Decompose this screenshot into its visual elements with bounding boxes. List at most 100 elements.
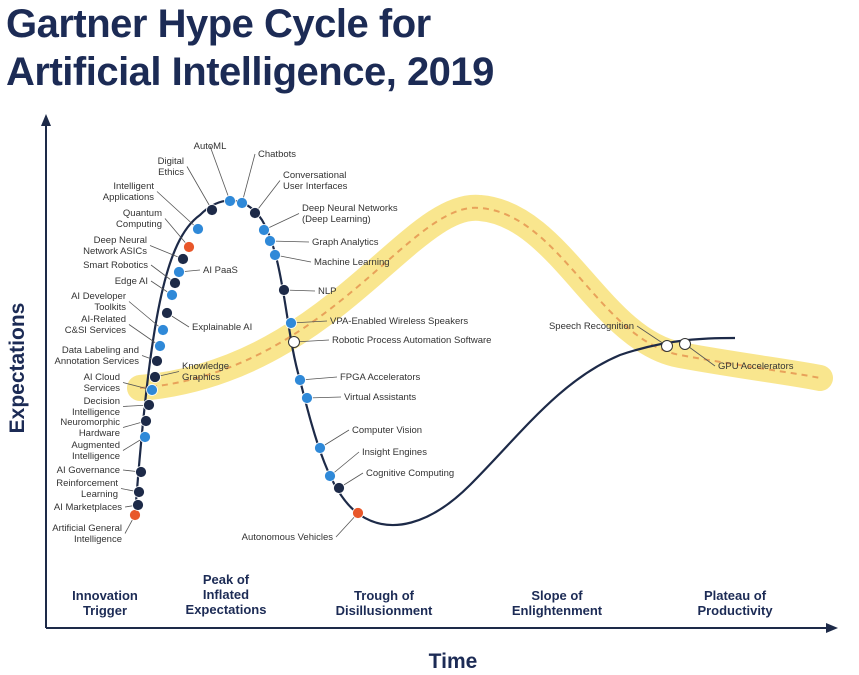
marker-computer-vision xyxy=(314,442,326,454)
label-data-labeling-and-annotation-services: Data Labeling and Annotation Services xyxy=(55,345,140,367)
leader-machine-learning xyxy=(274,254,312,263)
label-graph-analytics: Graph Analytics xyxy=(312,237,379,248)
marker-ai-governance xyxy=(135,466,147,478)
label-ai-related-c-si-services: AI-Related C&SI Services xyxy=(65,314,126,336)
label-computer-vision: Computer Vision xyxy=(352,425,422,436)
label-artificial-general-intelligence: Artificial General Intelligence xyxy=(52,523,122,545)
marker-neuromorphic-hardware xyxy=(140,415,152,427)
label-fpga-accelerators: FPGA Accelerators xyxy=(340,372,421,383)
marker-reinforcement-learning xyxy=(133,486,145,498)
leader-ai-developer-toolkits xyxy=(128,301,164,331)
marker-quantum-computing xyxy=(183,241,195,253)
phase-slope: Slope of Enlightenment xyxy=(512,588,603,618)
marker-ai-related-c-si-services xyxy=(154,340,166,352)
label-autonomous-vehicles: Autonomous Vehicles xyxy=(242,532,334,543)
marker-gpu-accelerators xyxy=(679,338,691,350)
title-line-2: Artificial Intelligence, 2019 xyxy=(6,50,494,94)
label-augmented-intelligence: Augmented Intelligence xyxy=(71,440,120,462)
marker-deep-neural-networks-deep-learning xyxy=(258,224,270,236)
marker-robotic-process-automation-software xyxy=(288,336,300,348)
marker-knowledge-graphics xyxy=(149,371,161,383)
label-quantum-computing: Quantum Computing xyxy=(116,208,162,230)
marker-data-labeling-and-annotation-services xyxy=(151,355,163,367)
marker-edge-ai xyxy=(166,289,178,301)
technology-markers xyxy=(129,195,691,521)
label-automl: AutoML xyxy=(194,141,227,152)
leader-intelligent-applications xyxy=(156,191,199,230)
marker-cognitive-computing xyxy=(333,482,345,494)
marker-smart-robotics xyxy=(169,277,181,289)
leader-deep-neural-networks-deep-learning xyxy=(263,213,300,231)
marker-virtual-assistants xyxy=(301,392,313,404)
leader-insight-engines xyxy=(329,451,360,477)
phase-labels: Innovation Trigger Peak of Inflated Expectat… xyxy=(72,572,773,618)
y-axis-title: Expectations xyxy=(6,303,29,434)
x-axis-arrow xyxy=(826,623,838,633)
label-deep-neural-network-asics: Deep Neural Network ASICs xyxy=(83,235,147,257)
leader-digital-ethics xyxy=(186,166,213,211)
phase-peak: Peak of Inflated Expectations xyxy=(186,572,267,617)
marker-conversational-user-interfaces xyxy=(249,207,261,219)
leader-gpu-accelerators xyxy=(684,343,716,367)
leader-vpa-enabled-wireless-speakers xyxy=(290,320,328,324)
phase-trough: Trough of Disillusionment xyxy=(336,588,433,618)
label-knowledge-graphics: Knowledge Graphics xyxy=(182,361,229,383)
label-explainable-ai: Explainable AI xyxy=(192,322,252,333)
label-ai-marketplaces: AI Marketplaces xyxy=(54,502,122,513)
label-digital-ethics: Digital Ethics xyxy=(158,156,185,178)
label-insight-engines: Insight Engines xyxy=(362,447,427,458)
leader-quantum-computing xyxy=(164,218,190,248)
marker-speech-recognition xyxy=(661,340,673,352)
marker-graph-analytics xyxy=(264,235,276,247)
marker-decision-intelligence xyxy=(143,399,155,411)
label-nlp: NLP xyxy=(318,286,336,297)
label-vpa-enabled-wireless-speakers: VPA-Enabled Wireless Speakers xyxy=(330,316,468,327)
leader-chatbots xyxy=(241,153,256,204)
leader-graph-analytics xyxy=(269,240,310,243)
label-conversational-user-interfaces: Conversational User Interfaces xyxy=(283,170,348,192)
label-chatbots: Chatbots xyxy=(258,149,296,160)
marker-insight-engines xyxy=(324,470,336,482)
marker-autonomous-vehicles xyxy=(352,507,364,519)
label-deep-neural-networks-deep-learning: Deep Neural Networks (Deep Learning) xyxy=(302,203,398,225)
leader-speech-recognition xyxy=(636,325,668,347)
phase-plateau: Plateau of Productivity xyxy=(697,588,773,618)
y-axis-arrow xyxy=(41,114,51,126)
page-title: Gartner Hype Cycle for Artificial Intell… xyxy=(6,0,494,96)
label-speech-recognition: Speech Recognition xyxy=(549,321,634,332)
title-line-1: Gartner Hype Cycle for xyxy=(6,2,431,46)
label-virtual-assistants: Virtual Assistants xyxy=(344,392,416,403)
label-intelligent-applications: Intelligent Applications xyxy=(103,181,155,203)
label-machine-learning: Machine Learning xyxy=(314,257,390,268)
label-ai-governance: AI Governance xyxy=(57,465,120,476)
marker-machine-learning xyxy=(269,249,281,261)
label-smart-robotics: Smart Robotics xyxy=(83,260,148,271)
marker-ai-developer-toolkits xyxy=(157,324,169,336)
leader-deep-neural-network-asics xyxy=(149,245,184,260)
label-ai-paas: AI PaaS xyxy=(203,265,238,276)
marker-artificial-general-intelligence xyxy=(129,509,141,521)
marker-ai-cloud-services xyxy=(146,384,158,396)
leader-automl xyxy=(209,145,231,202)
marker-augmented-intelligence xyxy=(139,431,151,443)
highlight-dashed-line xyxy=(139,206,821,389)
marker-intelligent-applications xyxy=(192,223,204,235)
label-reinforcement-learning: Reinforcement Learning xyxy=(56,478,118,500)
label-robotic-process-automation-software: Robotic Process Automation Software xyxy=(332,335,491,346)
marker-ai-marketplaces xyxy=(132,499,144,511)
marker-fpga-accelerators xyxy=(294,374,306,386)
leader-conversational-user-interfaces xyxy=(254,180,281,214)
phase-innovation: Innovation Trigger xyxy=(72,588,138,618)
leader-ai-related-c-si-services xyxy=(128,324,161,347)
marker-digital-ethics xyxy=(206,204,218,216)
label-edge-ai: Edge AI xyxy=(115,276,148,287)
marker-chatbots xyxy=(236,197,248,209)
leader-fpga-accelerators xyxy=(299,376,338,381)
marker-vpa-enabled-wireless-speakers xyxy=(285,317,297,329)
marker-nlp xyxy=(278,284,290,296)
x-axis-title: Time xyxy=(429,650,478,673)
marker-explainable-ai xyxy=(161,307,173,319)
marker-automl xyxy=(224,195,236,207)
label-decision-intelligence: Decision Intelligence xyxy=(72,396,120,418)
